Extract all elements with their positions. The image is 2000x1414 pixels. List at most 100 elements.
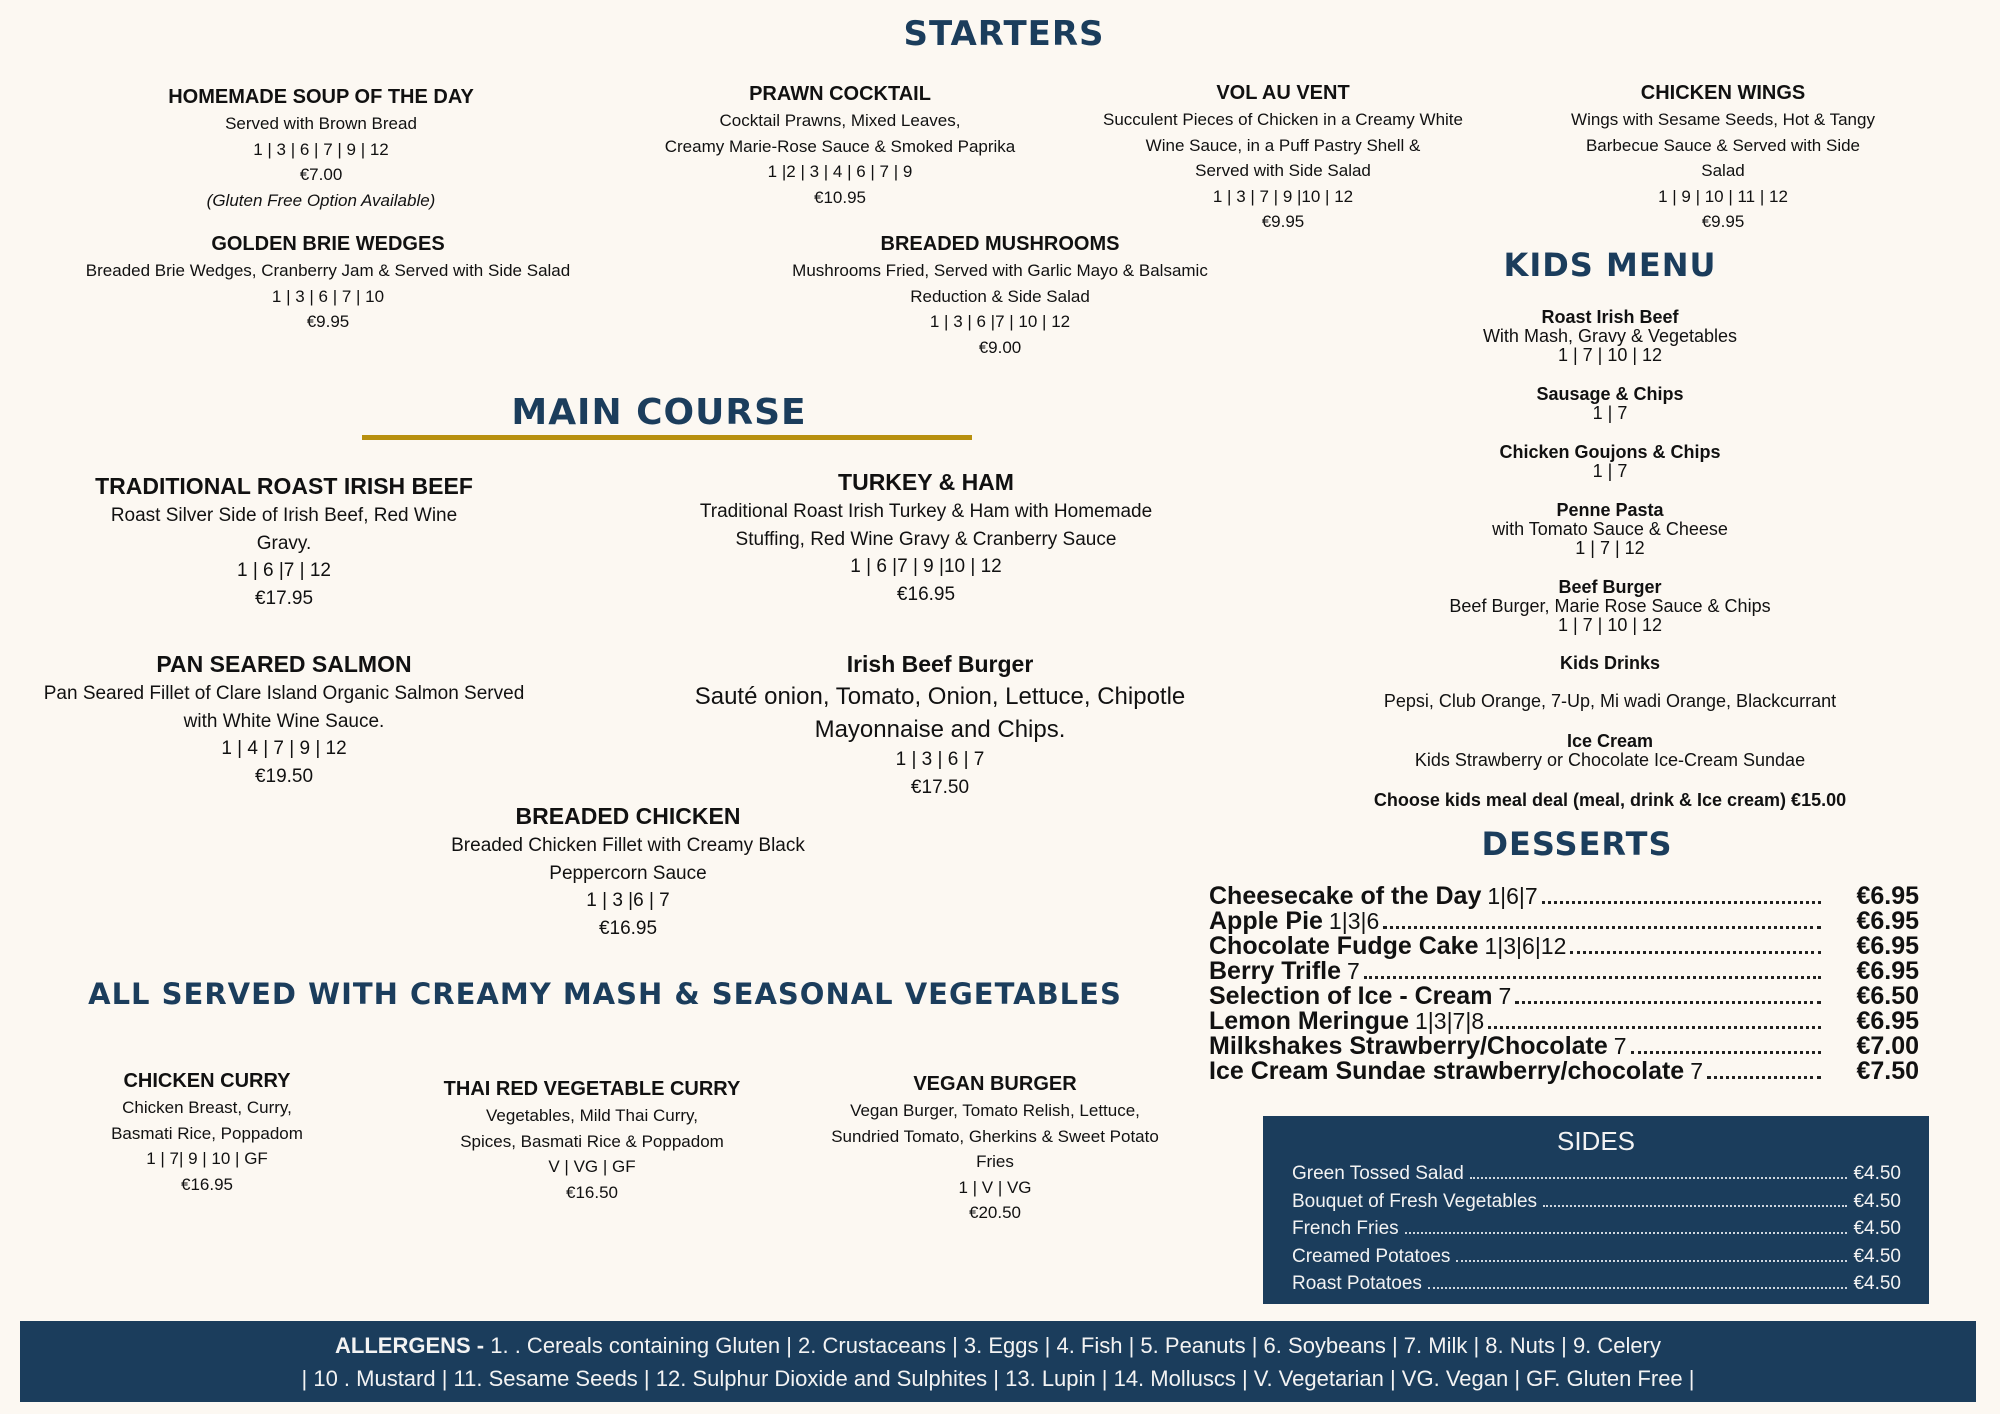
side-name: Creamed Potatoes (1292, 1245, 1451, 1267)
menu-item: BREADED MUSHROOMS Mushrooms Fried, Served… (792, 231, 1208, 360)
side-price: €4.50 (1853, 1218, 1901, 1239)
item-line: 1 | 3 | 6 |7 | 10 | 12 (929, 312, 1071, 331)
sides-panel: SIDES Green Tossed Salad €4.50 Bouquet of … (1263, 1116, 1929, 1304)
item-line: 1 | 7 (1592, 461, 1628, 481)
item-name: VOL AU VENT (1216, 82, 1350, 104)
item-line: 1 | 3 | 7 | 9 |10 | 12 (1212, 186, 1354, 206)
menu-item: Chicken Goujons & Chips 1 | 7 (1499, 443, 1720, 481)
dessert-allergens: 7 (1498, 983, 1512, 1009)
dot-leader (1404, 1232, 1848, 1234)
dessert-name: Cheesecake of the Day (1209, 882, 1482, 910)
item-note: (Gluten Free Option Available) (206, 190, 436, 210)
side-row: Creamed Potatoes €4.50 (1292, 1243, 1901, 1271)
item-line: V | VG | GF (548, 1157, 636, 1176)
dessert-allergens: 7 (1690, 1058, 1703, 1084)
item-line: 1 | 3 | 6 | 7 | 10 (271, 286, 385, 306)
item-line: Spices, Basmati Rice & Poppadom (460, 1131, 724, 1151)
item-line: €17.95 (254, 587, 314, 609)
menu-item: Irish Beef Burger Sauté onion, Tomato, On… (695, 648, 1186, 801)
allergens-line-2: | 10 . Mustard | 11. Sesame Seeds | 12. … (301, 1366, 1695, 1391)
dessert-name: Apple Pie (1209, 907, 1323, 935)
item-name: BREADED MUSHROOMS (880, 233, 1120, 255)
dessert-row: Cheesecake of the Day 1|6|7 €6.95 (1209, 884, 1919, 909)
item-name: Roast Irish Beef (1541, 307, 1679, 327)
item-name: PRAWN COCKTAIL (749, 83, 931, 105)
item-name: Beef Burger (1558, 577, 1662, 597)
item-line: Kids Strawberry or Chocolate Ice-Cream S… (1414, 750, 1806, 770)
item-line: Roast Silver Side of Irish Beef, Red Win… (110, 505, 458, 526)
item-name: CHICKEN WINGS (1640, 82, 1806, 104)
dot-leader (1363, 976, 1821, 979)
item-line: Pepsi, Club Orange, 7-Up, Mi wadi Orange… (1383, 691, 1837, 711)
item-line: With Mash, Gravy & Vegetables (1482, 326, 1738, 346)
item-line: €16.95 (180, 1174, 233, 1194)
item-line (1384, 673, 1836, 692)
dessert-price: €6.50 (1856, 982, 1919, 1010)
item-line: Breaded Brie Wedges, Cranberry Jam & Ser… (85, 261, 571, 280)
dessert-row: Apple Pie 1|3|6 €6.95 (1209, 909, 1919, 934)
sides-title: SIDES (1556, 1126, 1636, 1156)
item-line: 1 | V | VG (958, 1177, 1032, 1197)
menu-item: HOMEMADE SOUP OF THE DAY Served with Brow… (168, 84, 474, 213)
dot-leader (1456, 1259, 1848, 1262)
dot-leader (1707, 1076, 1821, 1079)
item-line: 1 | 3 | 6 | 7 (895, 749, 985, 770)
item-line: 1 | 7 | 10 | 12 (1557, 345, 1663, 365)
dessert-price: €6.95 (1856, 932, 1919, 960)
item-line: Gravy. (256, 532, 312, 554)
item-line: €7.00 (299, 165, 343, 184)
item-line: Succulent Pieces of Chicken in a Creamy … (1103, 110, 1463, 129)
item-line: Creamy Marie-Rose Sauce & Smoked Paprika (664, 136, 1016, 156)
side-name: Roast Potatoes (1292, 1273, 1422, 1294)
side-price: €4.50 (1853, 1245, 1901, 1267)
dessert-name: Chocolate Fudge Cake (1209, 932, 1479, 960)
menu-item: Penne Pasta with Tomato Sauce & Cheese 1 |… (1492, 501, 1728, 558)
item-name: PAN SEARED SALMON (156, 651, 412, 677)
item-line: €19.50 (254, 765, 314, 787)
menu-item: TRADITIONAL ROAST IRISH BEEF Roast Silver… (95, 470, 473, 612)
dessert-price: €6.95 (1856, 907, 1919, 935)
item-line: €16.95 (598, 917, 658, 939)
item-line: €9.95 (306, 312, 350, 331)
item-line: €9.95 (1701, 212, 1745, 231)
side-row: Roast Potatoes €4.50 (1292, 1270, 1901, 1298)
item-name: GOLDEN BRIE WEDGES (211, 233, 445, 255)
item-name: VEGAN BURGER (913, 1073, 1077, 1095)
item-line: Wings with Sesame Seeds, Hot & Tangy (1571, 110, 1875, 129)
dessert-row: Lemon Meringue 1|3|7|8 €6.95 (1209, 1009, 1919, 1034)
menu-item: TURKEY & HAM Traditional Roast Irish Turk… (700, 466, 1152, 608)
item-line: Sauté onion, Tomato, Onion, Lettuce, Chi… (694, 683, 1186, 710)
dot-leader (1570, 951, 1821, 954)
item-name: Sausage & Chips (1536, 384, 1684, 404)
dessert-price: €6.95 (1856, 1007, 1919, 1035)
dessert-price: €6.95 (1856, 882, 1919, 910)
item-line: Served with Side Salad (1195, 161, 1371, 180)
item-line: €16.95 (896, 583, 956, 605)
item-line: Served with Brown Bread (225, 114, 417, 133)
dot-leader (1488, 1026, 1821, 1029)
item-line: Sundried Tomato, Gherkins & Sweet Potato (831, 1126, 1159, 1146)
menu-item: Sausage & Chips 1 | 7 (1536, 385, 1683, 423)
allergens-label: ALLERGENS - (335, 1333, 491, 1358)
item-name: TURKEY & HAM (838, 469, 1014, 495)
served-with-note: ALL SERVED WITH CREAMY MASH & SEASONAL V… (88, 977, 1122, 1011)
item-line: Mayonnaise and Chips. (814, 716, 1066, 743)
item-name: BREADED CHICKEN (515, 803, 741, 829)
item-line: 1 | 7 | 12 (1575, 538, 1645, 558)
dot-leader (1427, 1287, 1848, 1289)
item-name: THAI RED VEGETABLE CURRY (443, 1078, 741, 1100)
dessert-allergens: 1|3|7|8 (1415, 1008, 1485, 1034)
dessert-name: Milkshakes Strawberry/Chocolate (1209, 1032, 1608, 1060)
item-line: Traditional Roast Irish Turkey & Ham wit… (699, 501, 1153, 522)
item-name: Irish Beef Burger (846, 651, 1034, 677)
item-line: €16.50 (566, 1182, 618, 1202)
item-line: Salad (1701, 161, 1745, 180)
menu-item: Roast Irish Beef With Mash, Gravy & Veget… (1483, 308, 1737, 365)
item-line: Cocktail Prawns, Mixed Leaves, (719, 111, 961, 130)
item-line: Chicken Breast, Curry, (122, 1098, 292, 1117)
item-line: with Tomato Sauce & Cheese (1492, 519, 1728, 539)
menu-item: PRAWN COCKTAIL Cocktail Prawns, Mixed Lea… (665, 81, 1016, 210)
menu-item: THAI RED VEGETABLE CURRY Vegetables, Mild… (444, 1076, 741, 1205)
menu-item: CHICKEN WINGS Wings with Sesame Seeds, Ho… (1571, 80, 1875, 235)
dessert-allergens: 7 (1613, 1033, 1627, 1059)
